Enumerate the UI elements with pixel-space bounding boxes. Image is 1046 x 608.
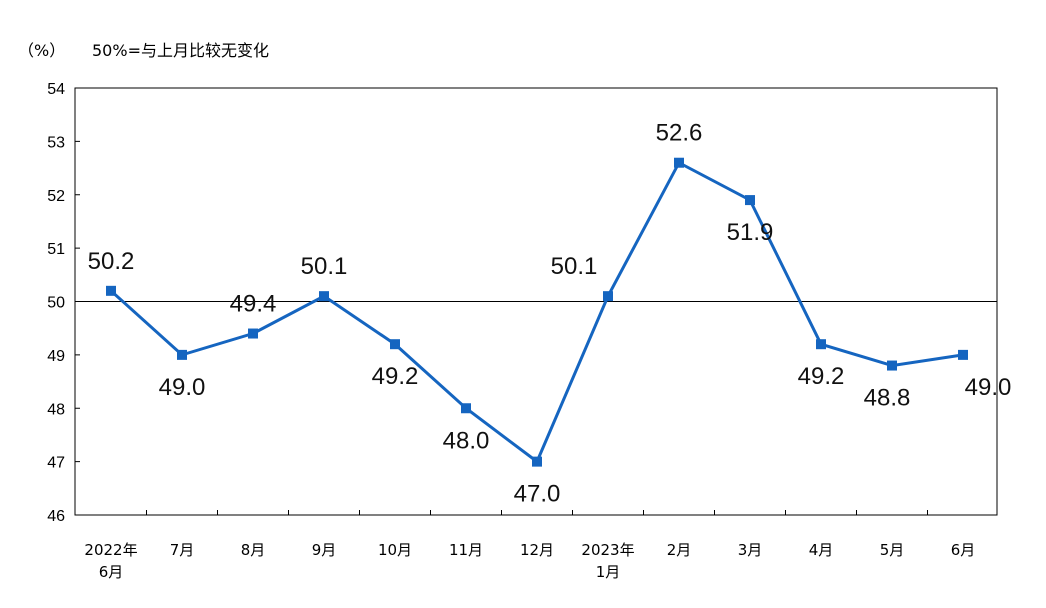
data-label: 49.2: [798, 363, 845, 390]
data-point: [461, 403, 471, 414]
data-point: [177, 349, 187, 360]
x-tick-label-line: 6月: [951, 541, 976, 559]
y-tick-label: 49: [47, 348, 65, 365]
x-tick-label-line: 2月: [667, 541, 692, 559]
data-points: [106, 157, 968, 467]
data-point: [390, 339, 400, 350]
data-label: 52.6: [656, 120, 703, 147]
data-point: [603, 291, 613, 302]
x-tick-label-line: 3月: [738, 541, 763, 559]
data-labels: 50.2 49.0 49.4 50.1 49.2 48.0 47.0 50.1 52.6 51.9…: [88, 120, 1012, 508]
x-tick-label-line: 4月: [809, 541, 834, 559]
data-label: 47.0: [514, 481, 561, 508]
x-tick-label-line: 5月: [880, 541, 905, 559]
data-point: [745, 195, 755, 206]
x-tick-label-line: 1月: [596, 563, 621, 581]
x-tick-label: 2022年 6月: [84, 541, 137, 581]
data-label: 50.2: [88, 248, 135, 275]
x-tick-label: 9月: [312, 541, 337, 559]
x-tick-label: 2月: [667, 541, 692, 559]
y-tick-label: 54: [47, 81, 65, 98]
x-tick-label-line: 2023年: [581, 541, 634, 559]
x-tick-label-line: 2022年: [84, 541, 137, 559]
x-tick-label: 10月: [378, 541, 412, 559]
y-tick-label: 47: [47, 455, 65, 472]
data-point: [106, 285, 116, 296]
y-unit-label: （%）: [18, 41, 65, 60]
data-label: 50.1: [551, 253, 598, 280]
y-tick-label: 48: [47, 401, 65, 418]
data-point: [958, 349, 968, 360]
y-tick-label: 46: [47, 508, 65, 525]
data-label: 49.0: [965, 374, 1012, 401]
y-tick-label: 50: [47, 295, 65, 312]
x-tick-label: 11月: [449, 541, 483, 559]
x-tick-label-line: 7月: [170, 541, 195, 559]
y-axis: 46 47 48 49 50 51 52 53 54: [47, 81, 80, 525]
x-tick-label-line: 10月: [378, 541, 412, 559]
y-tick-label: 51: [47, 241, 65, 258]
data-point: [674, 157, 684, 168]
x-tick-label: 3月: [738, 541, 763, 559]
x-tick-label-line: 9月: [312, 541, 337, 559]
data-label: 48.0: [443, 427, 490, 454]
x-tick-label: 4月: [809, 541, 834, 559]
y-tick-label: 53: [47, 134, 65, 151]
x-tick-label: 5月: [880, 541, 905, 559]
x-tick-label-line: 12月: [520, 541, 554, 559]
x-axis: 2022年 6月 7月 8月 9月 10月 11月 12月 2023年 1月 2月 3月 4月 5月 6月: [84, 510, 975, 581]
data-label: 49.4: [230, 291, 277, 318]
x-tick-label-line: 11月: [449, 541, 483, 559]
reference-note: 50%=与上月比较无变化: [92, 41, 269, 60]
data-point: [887, 360, 897, 371]
x-tick-label: 12月: [520, 541, 554, 559]
data-label: 49.2: [372, 363, 419, 390]
data-label: 50.1: [301, 253, 348, 280]
x-tick-label-line: 8月: [241, 541, 266, 559]
x-tick-label: 6月: [951, 541, 976, 559]
x-tick-label: 8月: [241, 541, 266, 559]
data-label: 51.9: [727, 219, 774, 246]
data-point: [816, 339, 826, 350]
data-label: 48.8: [864, 385, 911, 412]
x-tick-label: 2023年 1月: [581, 541, 634, 581]
data-label: 49.0: [159, 374, 206, 401]
y-tick-label: 52: [47, 188, 65, 205]
data-point: [532, 456, 542, 467]
x-tick-label: 7月: [170, 541, 195, 559]
x-tick-label-line: 6月: [99, 563, 124, 581]
data-point: [248, 328, 258, 339]
data-point: [319, 291, 329, 302]
